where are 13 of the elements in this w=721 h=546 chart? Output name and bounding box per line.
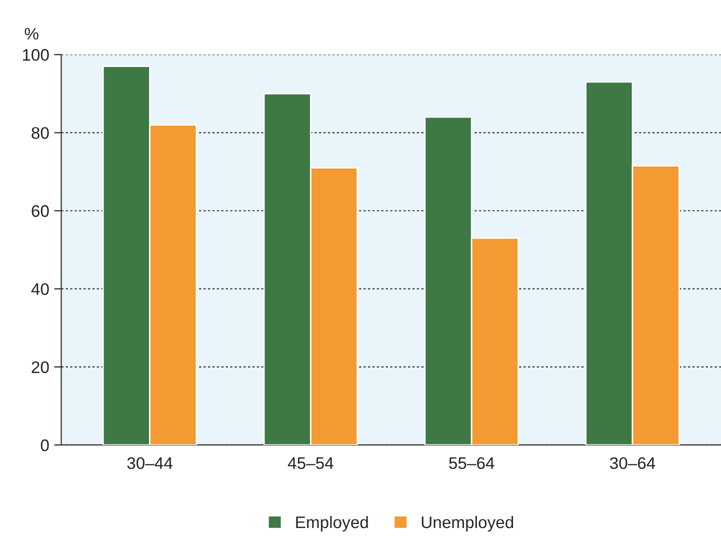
y-tick-label: 0 <box>40 439 49 452</box>
legend-label: Unemployed <box>422 516 514 532</box>
y-tick-label: 100 <box>22 49 49 61</box>
legend-label: Employed <box>296 516 368 532</box>
y-tick-label: 80 <box>32 127 49 139</box>
y-tick-label: 20 <box>32 361 49 374</box>
x-tick-label: 30–64 <box>610 457 656 470</box>
x-tick-label: 45–54 <box>288 457 334 470</box>
y-axis-title: % <box>24 28 38 40</box>
x-tick-label: 30–44 <box>127 457 172 470</box>
x-tick-label: 55–64 <box>449 457 494 470</box>
y-tick-label: 40 <box>31 283 49 296</box>
y-tick-label: 60 <box>32 205 49 217</box>
